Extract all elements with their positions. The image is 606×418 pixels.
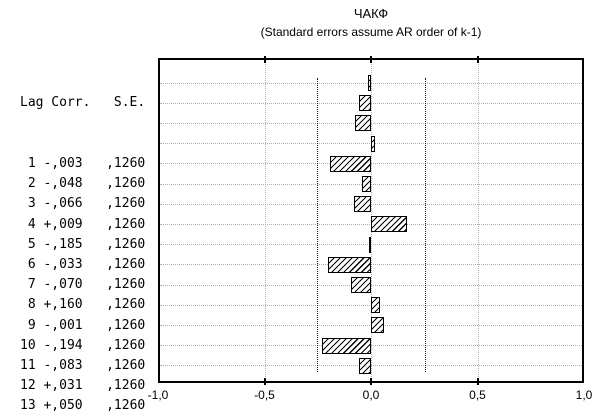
pacf-bar-lag-5 — [329, 155, 371, 172]
gridline-x-0.5 — [477, 60, 479, 381]
pacf-bar-lag-1 — [368, 75, 371, 91]
pacf-bar-lag-8 — [371, 216, 408, 233]
x-tick-label: 0,0 — [362, 388, 380, 402]
pacf-bar-lag-14 — [321, 337, 371, 354]
table-row-lag-3: 3 -,066 ,1260 — [20, 196, 146, 212]
table-row-lag-6: 6 -,033 ,1260 — [20, 256, 146, 272]
pacf-bar-lag-2 — [358, 95, 371, 112]
col-header-corr: Corr. — [51, 95, 91, 111]
axis-tick-bottom — [476, 378, 479, 385]
pacf-bar-lag-13 — [371, 317, 384, 334]
pacf-bar-lag-12 — [371, 297, 380, 314]
x-tick-label: -0,5 — [254, 388, 275, 402]
pacf-bar-lag-15 — [359, 357, 371, 374]
x-axis-labels: -1,0 -0,5 0,0 0,5 1,0 — [148, 388, 593, 404]
table-row-lag-13: 13 +,050 ,1260 — [20, 398, 146, 414]
chart-title: ЧАКФ — [353, 6, 389, 21]
table-row-lag-9: 9 -,001 ,1260 — [20, 317, 146, 333]
confidence-limit-line — [424, 78, 426, 372]
pacf-bar-lag-11 — [351, 277, 371, 293]
pacf-bar-lag-7 — [354, 196, 371, 213]
x-tick-label: 0,5 — [469, 388, 486, 402]
table-row-lag-5: 5 -,185 ,1260 — [20, 236, 146, 252]
chart-subtitle: (Standard errors assume AR order of k-1) — [260, 25, 482, 39]
axis-tick-bottom — [263, 378, 266, 385]
lag-table: Lag Corr. S.E. 1 -,003 ,1260 2 -,048 ,1260… — [20, 53, 145, 418]
table-row-lag-4: 4 +,009 ,1260 — [20, 216, 146, 232]
col-header-lag: Lag — [20, 95, 44, 111]
table-row-lag-7: 7 -,070 ,1260 — [20, 277, 146, 293]
table-row-lag-12: 12 +,031 ,1260 — [20, 378, 146, 394]
table-row-lag-2: 2 -,048 ,1260 — [20, 176, 146, 192]
plot-area — [158, 56, 584, 385]
table-row-lag-1: 1 -,003 ,1260 — [20, 156, 146, 171]
table-header: Lag Corr. S.E. — [20, 93, 145, 113]
confidence-limit-line — [317, 78, 319, 372]
pacf-bar-lag-6 — [361, 176, 371, 192]
table-row-lag-10: 10 -,194 ,1260 — [20, 337, 146, 353]
pacf-bar-lag-10 — [327, 256, 371, 273]
table-row-lag-8: 8 +,160 ,1260 — [20, 297, 146, 313]
pacf-bar-lag-4 — [371, 135, 375, 152]
x-tick-label: -1,0 — [147, 388, 169, 402]
axis-tick-top — [476, 56, 479, 63]
x-tick-label: 1,0 — [575, 388, 593, 402]
pacf-bar-lag-9 — [368, 236, 371, 253]
table-row-lag-11: 11 -,083 ,1260 — [20, 357, 146, 373]
lag-table-rows: 1 -,003 ,1260 2 -,048 ,1260 3 -,066 ,126… — [20, 154, 145, 418]
axis-tick-top — [370, 56, 372, 63]
gridline-x--0.5 — [264, 60, 266, 381]
col-header-se: S.E. — [113, 95, 146, 111]
axis-tick-bottom — [370, 378, 372, 385]
pacf-bar-lag-3 — [354, 115, 371, 132]
axis-tick-top — [263, 56, 266, 63]
